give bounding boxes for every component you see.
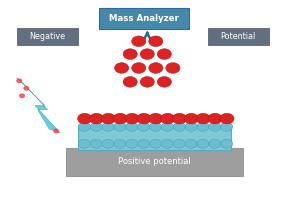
Circle shape [221, 139, 233, 148]
FancyBboxPatch shape [66, 148, 243, 176]
Circle shape [173, 122, 185, 131]
Circle shape [20, 94, 24, 97]
Circle shape [90, 113, 104, 124]
Circle shape [138, 139, 150, 148]
Circle shape [90, 122, 102, 131]
Text: Positive potential: Positive potential [118, 157, 191, 166]
Circle shape [123, 77, 137, 87]
Circle shape [114, 63, 129, 73]
Circle shape [197, 139, 209, 148]
Circle shape [197, 122, 209, 131]
Circle shape [78, 122, 90, 131]
Circle shape [173, 139, 185, 148]
Circle shape [78, 139, 90, 148]
Circle shape [114, 122, 126, 131]
Circle shape [161, 122, 173, 131]
Text: Negative: Negative [29, 32, 66, 41]
FancyBboxPatch shape [208, 28, 269, 45]
Circle shape [140, 49, 154, 59]
FancyBboxPatch shape [100, 8, 189, 29]
Circle shape [140, 77, 154, 87]
Circle shape [126, 122, 138, 131]
Circle shape [90, 139, 102, 148]
Circle shape [209, 139, 221, 148]
Text: Mass Analyzer: Mass Analyzer [110, 14, 179, 23]
Circle shape [185, 122, 197, 131]
Circle shape [209, 122, 221, 131]
Circle shape [149, 63, 163, 73]
Circle shape [17, 79, 21, 83]
Text: Potential: Potential [221, 32, 256, 41]
Circle shape [149, 36, 163, 47]
Circle shape [54, 129, 58, 133]
Circle shape [138, 122, 150, 131]
Circle shape [161, 139, 173, 148]
Circle shape [196, 113, 210, 124]
Circle shape [113, 113, 127, 124]
Circle shape [150, 122, 162, 131]
Circle shape [123, 49, 137, 59]
Circle shape [185, 139, 197, 148]
Circle shape [157, 49, 172, 59]
Circle shape [208, 113, 222, 124]
Circle shape [102, 122, 114, 131]
Circle shape [137, 113, 151, 124]
Circle shape [150, 139, 162, 148]
Circle shape [149, 113, 163, 124]
Circle shape [220, 113, 234, 124]
Circle shape [184, 113, 198, 124]
Circle shape [101, 113, 116, 124]
Circle shape [157, 77, 172, 87]
Circle shape [78, 113, 92, 124]
Circle shape [114, 139, 126, 148]
Circle shape [172, 113, 187, 124]
Circle shape [126, 139, 138, 148]
Circle shape [132, 63, 146, 73]
FancyBboxPatch shape [78, 124, 231, 150]
Polygon shape [16, 78, 60, 133]
Circle shape [132, 36, 146, 47]
Circle shape [125, 113, 139, 124]
Circle shape [24, 87, 29, 90]
Circle shape [166, 63, 180, 73]
Circle shape [221, 122, 233, 131]
FancyBboxPatch shape [17, 28, 78, 45]
Circle shape [160, 113, 175, 124]
Circle shape [102, 139, 114, 148]
